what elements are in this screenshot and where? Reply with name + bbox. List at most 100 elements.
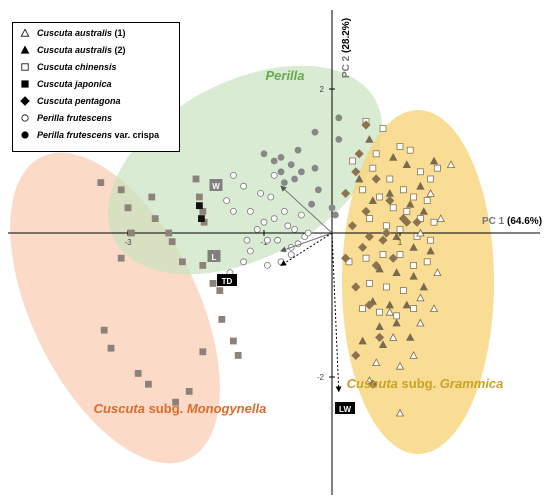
point-perilla-crispa bbox=[331, 211, 339, 219]
point-monogynella bbox=[234, 351, 242, 359]
legend-label-5: Perilla frutescens bbox=[37, 113, 112, 123]
point-monogynella bbox=[218, 315, 226, 323]
point-cuscuta-australis-1 bbox=[446, 160, 456, 169]
point-perilla-frutescens bbox=[240, 258, 248, 266]
point-cuscuta-australis-1 bbox=[429, 304, 439, 313]
point-monogynella bbox=[199, 261, 207, 269]
point-perilla-crispa bbox=[314, 186, 322, 194]
point-cuscuta-pentagona bbox=[385, 196, 395, 206]
point-monogynella bbox=[151, 215, 159, 223]
point-cuscuta-chinensis bbox=[410, 261, 418, 269]
point-cuscuta-pentagona bbox=[364, 232, 374, 242]
legend-label-6: Perilla frutescens var. crispa bbox=[37, 130, 160, 140]
point-cuscuta-pentagona bbox=[388, 253, 398, 263]
point-cuscuta-australis-1 bbox=[395, 361, 405, 370]
point-perilla-crispa bbox=[294, 146, 302, 154]
y-tick-label: 2 bbox=[320, 85, 325, 94]
point-cuscuta-chinensis bbox=[423, 197, 431, 205]
point-cuscuta-chinensis bbox=[379, 125, 387, 132]
point-cuscuta-chinensis bbox=[362, 254, 370, 262]
point-cuscuta-australis-2 bbox=[368, 196, 377, 205]
point-monogynella bbox=[97, 179, 105, 187]
point-cuscuta-pentagona bbox=[381, 228, 391, 238]
point-perilla-frutescens bbox=[274, 236, 282, 244]
point-cuscuta-australis-2 bbox=[406, 199, 415, 208]
point-cuscuta-pentagona bbox=[378, 235, 388, 245]
point-cuscuta-pentagona bbox=[364, 300, 374, 310]
point-cuscuta-australis-2 bbox=[419, 282, 428, 291]
group-label-2: Cuscuta subg. Monogynella bbox=[94, 401, 267, 416]
x-tick-label: 1 bbox=[398, 238, 403, 247]
point-cuscuta-chinensis bbox=[413, 233, 421, 241]
legend-label-1: Cuscuta australis (2) bbox=[37, 45, 126, 55]
point-cuscuta-australis-1 bbox=[395, 408, 405, 417]
loading-vectors: W L TD LW bbox=[207, 179, 355, 414]
group-labels: Perilla Cuscuta subg. Grammica Cuscuta sub… bbox=[94, 68, 504, 416]
point-cuscuta-australis-1 bbox=[426, 189, 435, 197]
point-perilla-frutescens bbox=[291, 225, 299, 233]
legend-label-2: Cuscuta chinensis bbox=[37, 62, 117, 72]
group-label-0: Perilla bbox=[265, 68, 304, 83]
loading-arrow-lw bbox=[331, 232, 342, 393]
point-cuscuta-australis-1 bbox=[409, 351, 418, 359]
point-cuscuta-australis-2 bbox=[392, 232, 401, 241]
legend-label-4: Cuscuta pentagona bbox=[37, 96, 121, 106]
point-cuscuta-chinensis bbox=[399, 186, 407, 194]
point-cuscuta-australis-2 bbox=[426, 246, 435, 255]
point-perilla-frutescens bbox=[270, 215, 278, 223]
point-cuscuta-pentagona bbox=[351, 167, 361, 177]
point-perilla-frutescens bbox=[297, 211, 305, 219]
point-cuscuta-pentagona bbox=[358, 242, 368, 252]
point-monogynella bbox=[178, 258, 186, 266]
point-monogynella bbox=[168, 238, 176, 246]
point-cuscuta-australis-1 bbox=[385, 307, 394, 316]
point-cuscuta-chinensis bbox=[386, 175, 394, 183]
point-cuscuta-australis-2 bbox=[378, 340, 388, 349]
point-cuscuta-pentagona bbox=[402, 217, 412, 227]
legend-marker-square-open bbox=[21, 63, 29, 71]
point-cuscuta-australis-2 bbox=[375, 264, 384, 273]
point-cuscuta-pentagona bbox=[351, 282, 361, 292]
point-perilla-crispa bbox=[297, 168, 305, 176]
point-monogynella bbox=[185, 387, 193, 395]
point-perilla-frutescens bbox=[287, 251, 295, 259]
legend-marker-diamond-filled bbox=[20, 96, 30, 106]
loading-arrow-l bbox=[280, 232, 333, 253]
legend-label-3: Cuscuta japonica bbox=[37, 79, 112, 89]
point-cuscuta-chinensis bbox=[396, 251, 404, 259]
loading-arrow-w bbox=[280, 185, 333, 234]
point-cuscuta-australis-2 bbox=[389, 153, 398, 161]
point-cuscuta-chinensis bbox=[410, 193, 418, 201]
legend-marker-circle-open bbox=[21, 114, 29, 122]
ellipse-grammica bbox=[342, 110, 494, 454]
point-cuscuta-pentagona bbox=[361, 120, 371, 130]
legend-species: Cuscuta chinensis bbox=[37, 62, 117, 72]
point-perilla-crispa bbox=[260, 150, 268, 158]
point-perilla-frutescens bbox=[284, 222, 292, 230]
point-cuscuta-pentagona bbox=[412, 217, 422, 227]
point-cuscuta-chinensis bbox=[376, 308, 384, 316]
ellipse-monogynella bbox=[10, 152, 220, 464]
point-cuscuta-pentagona bbox=[371, 260, 381, 270]
point-cuscuta-pentagona bbox=[347, 221, 357, 231]
group-label-1: Cuscuta subg. Grammica bbox=[347, 376, 504, 391]
point-cuscuta-australis-1 bbox=[416, 293, 425, 302]
y-axis-label: PC 2 (28.2%) bbox=[341, 18, 352, 78]
legend-suffix: (2) bbox=[112, 45, 126, 55]
point-perilla-crispa bbox=[280, 179, 288, 187]
point-cuscuta-australis-1 bbox=[372, 358, 381, 367]
loading-box-td bbox=[217, 274, 237, 286]
point-perilla-crispa bbox=[287, 161, 295, 169]
point-cuscuta-chinensis bbox=[427, 236, 435, 244]
point-cuscuta-chinensis bbox=[430, 218, 438, 226]
point-cuscuta-pentagona bbox=[368, 379, 378, 389]
data-points bbox=[97, 114, 456, 417]
point-cuscuta-australis-2 bbox=[402, 300, 411, 309]
point-perilla-frutescens bbox=[240, 182, 248, 190]
point-cuscuta-australis-2 bbox=[365, 135, 374, 143]
y-axis-label-prefix: PC 2 bbox=[341, 53, 352, 78]
point-perilla-frutescens bbox=[229, 207, 237, 215]
point-cuscuta-australis-1 bbox=[416, 318, 425, 327]
